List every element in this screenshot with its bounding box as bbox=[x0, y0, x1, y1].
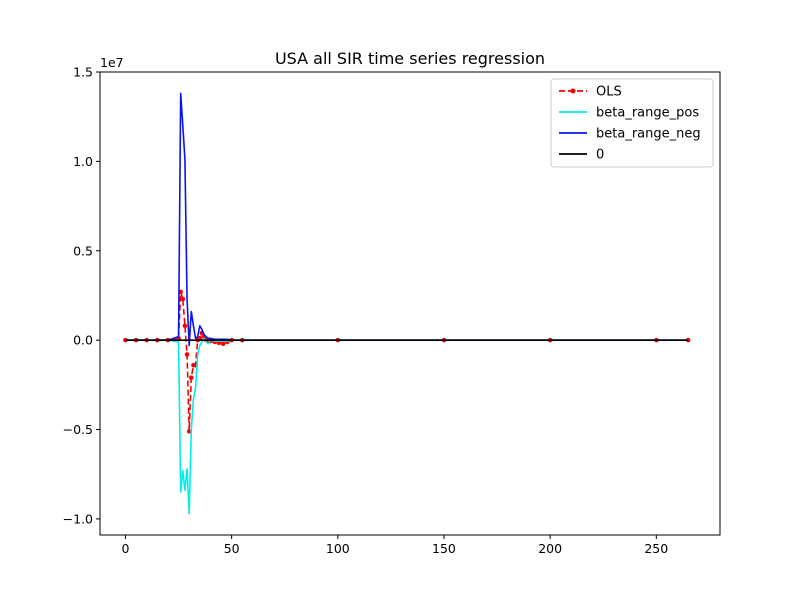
x-tick-label: 100 bbox=[326, 541, 350, 556]
legend-box bbox=[550, 78, 714, 168]
x-tick-label: 250 bbox=[644, 541, 668, 556]
y-tick-label: 0.5 bbox=[73, 243, 93, 258]
axes-frame bbox=[99, 71, 721, 536]
y-tick-label: 1.5 bbox=[73, 65, 93, 80]
ols-point bbox=[186, 429, 192, 434]
legend-marker bbox=[570, 88, 576, 94]
x-tick-label: 200 bbox=[538, 541, 562, 556]
legend-label: beta_range_pos bbox=[596, 106, 699, 121]
y-tick-label: −1.0 bbox=[63, 511, 93, 526]
y-axis: −1.0 −0.5 0.0 0.5 1.0 1.5 bbox=[63, 65, 100, 526]
legend-label: OLS bbox=[596, 85, 622, 100]
ols-point bbox=[184, 352, 190, 357]
ols-point bbox=[220, 341, 226, 347]
y-tick-label: 1.0 bbox=[73, 154, 93, 169]
y-tick-label: −0.5 bbox=[63, 422, 93, 437]
legend-label: beta_range_neg bbox=[596, 127, 701, 142]
series-line-ols bbox=[125, 291, 689, 433]
ols-point bbox=[182, 323, 188, 329]
ols-point bbox=[123, 337, 128, 343]
ols-point bbox=[180, 296, 186, 302]
y-scale-label: 1e7 bbox=[100, 55, 124, 70]
series-layer bbox=[123, 92, 691, 515]
legend-label: 0 bbox=[596, 148, 604, 163]
chart-title: USA all SIR time series regression bbox=[275, 49, 545, 68]
legend: OLS beta_range_pos beta_range_neg 0 bbox=[550, 78, 714, 168]
ols-point bbox=[189, 375, 194, 380]
x-axis: 0 50 100 150 200 250 bbox=[122, 535, 668, 556]
y-tick-label: 0.0 bbox=[73, 333, 93, 348]
x-tick-label: 0 bbox=[122, 541, 130, 556]
x-tick-label: 150 bbox=[432, 541, 456, 556]
x-tick-label: 50 bbox=[224, 541, 240, 556]
